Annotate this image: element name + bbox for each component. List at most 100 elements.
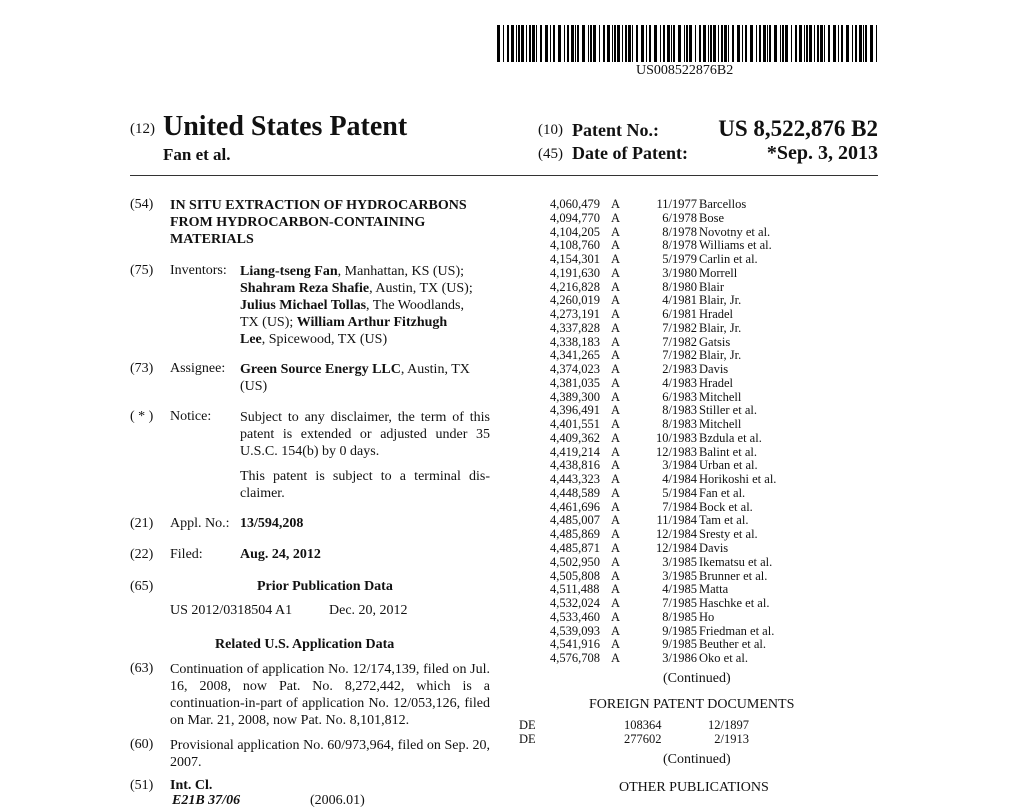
barcode-bar xyxy=(558,25,561,62)
prior-publication-number: US 2012/0318504 A1 xyxy=(170,603,293,618)
reference-inventor: Sresty et al. xyxy=(699,527,758,542)
reference-number: 4,505,808 xyxy=(550,568,600,583)
barcode-bar xyxy=(870,25,873,62)
barcode-bar xyxy=(814,25,815,62)
reference-kind: A xyxy=(611,375,621,390)
continued-label: (Continued) xyxy=(663,671,731,686)
reference-kind: A xyxy=(611,362,621,377)
reference-kind: A xyxy=(611,485,621,500)
reference-kind: A xyxy=(611,334,621,349)
barcode-bar xyxy=(503,25,504,62)
assignee-location: , Austin, TX (US) xyxy=(240,362,470,394)
barcode-bar xyxy=(646,25,647,62)
barcode-bar xyxy=(695,25,696,62)
reference-inventor: Oko et al. xyxy=(699,651,748,666)
barcode-bar xyxy=(641,25,644,62)
code-51: (51) xyxy=(130,778,154,793)
reference-number: 4,341,265 xyxy=(550,348,600,363)
reference-kind: A xyxy=(611,320,621,335)
assignee-name: Green Source Energy LLC xyxy=(240,362,401,377)
inventor-name: Julius Michael Tollas xyxy=(240,298,367,313)
barcode-bar xyxy=(809,25,812,62)
header-divider xyxy=(130,175,878,176)
reference-number: 4,273,191 xyxy=(550,307,600,322)
reference-date: 7/1984 xyxy=(662,499,697,514)
reference-inventor: Fan et al. xyxy=(699,485,746,500)
barcode-bar xyxy=(667,25,670,62)
reference-date: 7/1985 xyxy=(662,596,697,611)
reference-date: 5/1979 xyxy=(662,252,697,267)
reference-number: 4,533,460 xyxy=(550,609,600,624)
barcode-bar xyxy=(575,25,576,62)
code-notice: ( * ) xyxy=(130,409,154,424)
reference-kind: A xyxy=(611,293,621,308)
reference-inventor: Urban et al. xyxy=(699,458,758,473)
barcode-bar xyxy=(518,25,520,62)
reference-number: 4,337,828 xyxy=(550,320,600,335)
reference-inventor: Gatsis xyxy=(699,334,731,349)
reference-date: 4/1981 xyxy=(662,293,697,308)
reference-date: 4/1985 xyxy=(662,582,697,597)
barcode-bar xyxy=(678,25,681,62)
barcode-bar xyxy=(699,25,701,62)
reference-kind: A xyxy=(611,279,621,294)
barcode-bar xyxy=(529,25,531,62)
reference-date: 8/1985 xyxy=(662,609,697,624)
assignee-label: Assignee: xyxy=(170,361,226,376)
barcode-bar xyxy=(767,25,768,62)
barcode-bar xyxy=(795,25,797,62)
reference-inventor: Matta xyxy=(699,582,729,597)
reference-inventor: Balint et al. xyxy=(699,444,757,459)
reference-inventor: Blair, Jr. xyxy=(699,293,742,308)
reference-kind: A xyxy=(611,582,621,597)
reference-date: 12/1984 xyxy=(656,527,697,542)
reference-kind: A xyxy=(611,348,621,363)
inventor-location: , The Woodlands, xyxy=(366,298,464,313)
reference-number: 4,381,035 xyxy=(550,375,600,390)
reference-inventor: Blair, Jr. xyxy=(699,320,742,335)
code-21: (21) xyxy=(130,516,154,531)
reference-date: 3/1985 xyxy=(662,554,697,569)
reference-kind: A xyxy=(611,197,621,211)
int-cl-class: E21B 37/06 xyxy=(172,793,241,808)
reference-date: 8/1978 xyxy=(662,238,697,253)
provisional-text: Provisional application No. 60/973,964, … xyxy=(170,738,490,770)
reference-number: 4,532,024 xyxy=(550,596,600,611)
reference-number: 4,461,696 xyxy=(550,499,600,514)
barcode-bar xyxy=(710,25,712,62)
barcode-bar xyxy=(612,25,613,62)
reference-date: 7/1982 xyxy=(662,320,697,335)
barcode-bar xyxy=(660,25,661,62)
barcode-bar xyxy=(673,25,675,62)
barcode-bar xyxy=(737,25,740,62)
barcode-bar xyxy=(774,25,777,62)
barcode-bar xyxy=(852,25,853,62)
inventors-short: Fan et al. xyxy=(163,145,231,164)
barcode-bar xyxy=(614,25,616,62)
barcode-bar xyxy=(865,25,867,62)
barcode-bar xyxy=(564,25,565,62)
foreign-country: DE xyxy=(519,732,536,746)
reference-inventor: Hradel xyxy=(699,307,734,322)
barcode-bar xyxy=(553,25,555,62)
inventor-location: , Manhattan, KS (US); xyxy=(337,264,465,279)
barcode-bar xyxy=(628,25,631,62)
reference-number: 4,401,551 xyxy=(550,417,600,432)
reference-date: 12/1983 xyxy=(656,444,697,459)
barcode-bar xyxy=(763,25,766,62)
reference-kind: A xyxy=(611,554,621,569)
barcode-bar xyxy=(636,25,638,62)
patent-date: *Sep. 3, 2013 xyxy=(766,142,878,164)
reference-number: 4,104,205 xyxy=(550,224,600,239)
barcode-bar xyxy=(622,25,623,62)
reference-date: 8/1980 xyxy=(662,279,697,294)
reference-date: 8/1983 xyxy=(662,417,697,432)
reference-kind: A xyxy=(611,458,621,473)
reference-date: 9/1985 xyxy=(662,623,697,638)
barcode-bar xyxy=(689,25,692,62)
barcode-bar xyxy=(632,25,633,62)
reference-inventor: Ikematsu et al. xyxy=(699,554,773,569)
reference-number: 4,443,323 xyxy=(550,472,600,487)
reference-inventor: Bzdula et al. xyxy=(699,430,762,445)
barcode-bar xyxy=(841,25,843,62)
